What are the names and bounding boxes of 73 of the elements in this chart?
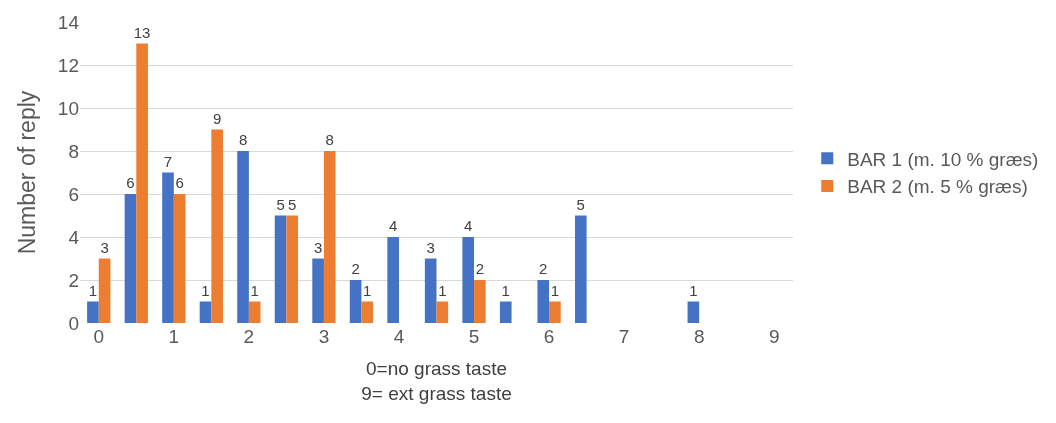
data-label: 5 (288, 195, 297, 213)
bar (87, 301, 99, 323)
x-tick-label: 3 (318, 326, 330, 347)
y-tick-label: 10 (57, 97, 79, 119)
bar (361, 301, 374, 323)
bar (349, 280, 362, 323)
bar (574, 215, 587, 323)
bar (323, 151, 336, 323)
data-label: 6 (175, 174, 184, 191)
data-label: 4 (388, 217, 398, 234)
x-tick-label: 6 (543, 326, 555, 347)
bar (537, 280, 550, 323)
bar (173, 194, 186, 323)
x-tick-label: 1 (168, 326, 180, 347)
y-tick-label: 14 (57, 11, 80, 33)
bar (199, 301, 212, 323)
x-tick-label: 2 (243, 326, 255, 347)
data-label: 3 (100, 238, 109, 256)
data-label: 1 (250, 281, 259, 299)
data-label: 6 (126, 174, 135, 191)
y-tick-label: 6 (68, 183, 79, 205)
bar (462, 237, 475, 323)
y-tick-label: 4 (68, 226, 80, 248)
bar (237, 151, 249, 323)
x-axis-title: 0=no grass taste 9= ext grass taste (361, 357, 512, 404)
x-tick-label: 4 (393, 326, 405, 347)
data-label: 13 (133, 23, 151, 41)
bar (387, 237, 399, 323)
data-label: 4 (464, 217, 473, 234)
data-label: 1 (88, 281, 98, 299)
bar (274, 215, 287, 323)
bar (687, 301, 700, 323)
y-tick-label: 12 (57, 54, 79, 76)
data-label: 8 (238, 131, 248, 148)
y-tick-label: 8 (68, 140, 79, 162)
bar (162, 172, 174, 323)
bar (136, 43, 148, 323)
data-label: 1 (363, 281, 372, 299)
bar (474, 280, 486, 323)
bar (98, 258, 111, 323)
data-label: 1 (550, 281, 560, 299)
x-tick-label: 7 (618, 326, 630, 347)
bar (499, 301, 512, 323)
data-label: 5 (576, 195, 585, 213)
bar (424, 258, 437, 323)
bar (436, 301, 449, 323)
data-label: 3 (426, 238, 435, 256)
data-label: 2 (475, 260, 485, 277)
bar (248, 301, 261, 323)
y-axis-title: Number of reply (14, 90, 41, 255)
data-label: 9 (212, 109, 222, 127)
data-label: 1 (689, 281, 698, 299)
data-label: 2 (351, 260, 360, 277)
legend-label: BAR 2 (m. 5 % græs) (847, 176, 1028, 198)
bar (124, 194, 137, 323)
y-tick-label: 2 (68, 269, 79, 291)
data-label: 3 (313, 238, 323, 256)
data-label: 1 (438, 281, 447, 299)
x-tick-label: 9 (768, 326, 780, 347)
data-label: 2 (539, 260, 548, 277)
data-label: 7 (163, 152, 173, 170)
data-label: 8 (325, 131, 334, 148)
bar (312, 258, 324, 323)
x-tick-label: 8 (693, 326, 705, 347)
legend-label: BAR 1 (m. 10 % græs) (847, 148, 1039, 170)
bar (549, 301, 561, 323)
data-label: 1 (201, 281, 210, 299)
bar (286, 215, 299, 323)
bar (211, 129, 223, 323)
data-label: 5 (276, 195, 285, 213)
x-tick-label: 5 (468, 326, 480, 347)
data-label: 1 (501, 281, 510, 299)
x-tick-label: 0 (93, 326, 105, 347)
